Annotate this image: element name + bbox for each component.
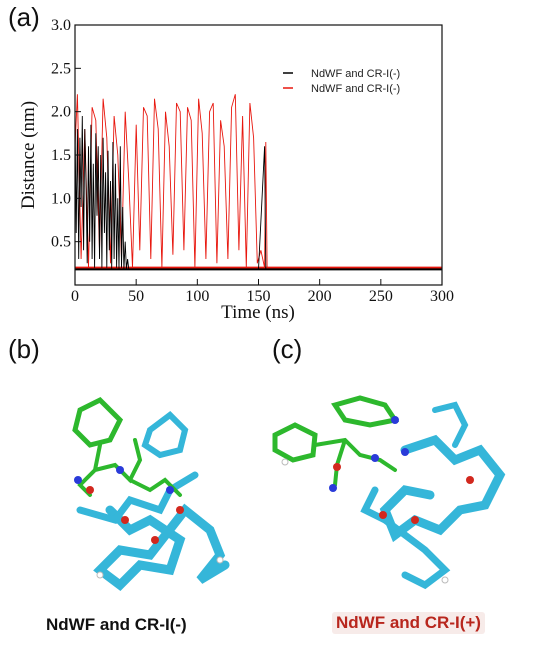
- x-tick-label: 0: [71, 288, 79, 305]
- series-line-2: [74, 94, 442, 269]
- y-axis-label: Distance (nm): [18, 101, 39, 209]
- molecule-structure-b: [72, 396, 230, 591]
- y-tick-label: 3.0: [51, 17, 71, 34]
- plot-series: [74, 94, 442, 271]
- y-tick-label: 0.5: [51, 234, 71, 251]
- axis-ticks: 0 50 100 150 200 250 300 0.5 1.0 1.5 2.0 2.5 3.0: [51, 17, 454, 305]
- y-tick-label: 2.0: [51, 104, 71, 121]
- legend-label-2: NdWF and CR-I(-): [311, 83, 400, 95]
- molecule-structure-c: [272, 395, 506, 590]
- caption-b: NdWF and CR-I(-): [46, 615, 187, 634]
- y-tick-label: 2.5: [51, 60, 71, 77]
- x-tick-label: 250: [369, 288, 393, 305]
- panel-label-a: (a): [8, 2, 40, 32]
- caption-c: NdWF and CR-I(+): [332, 612, 485, 634]
- panel-label-c: (c): [272, 334, 303, 364]
- plot-frame: [74, 24, 443, 286]
- distance-time-chart: 0 50 100 150 200 250 300 0.5 1.0 1.5 2.0 2.5 3.0 Tim…: [18, 17, 454, 323]
- x-tick-label: 300: [430, 288, 454, 305]
- legend: NdWF and CR-I(-) NdWF and CR-I(-): [283, 68, 400, 95]
- legend-label-1: NdWF and CR-I(-): [311, 68, 400, 80]
- y-tick-label: 1.5: [51, 147, 71, 164]
- x-axis-label: Time (ns): [221, 302, 295, 323]
- panel-label-b: (b): [8, 334, 40, 364]
- x-tick-label: 50: [128, 288, 144, 305]
- x-tick-label: 200: [308, 288, 332, 305]
- y-tick-label: 1.0: [51, 190, 71, 207]
- x-tick-label: 100: [185, 288, 209, 305]
- x-tick-label: 150: [247, 288, 271, 305]
- series-line-1: [74, 115, 442, 270]
